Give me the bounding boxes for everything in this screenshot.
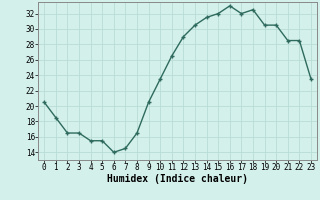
X-axis label: Humidex (Indice chaleur): Humidex (Indice chaleur) (107, 174, 248, 184)
